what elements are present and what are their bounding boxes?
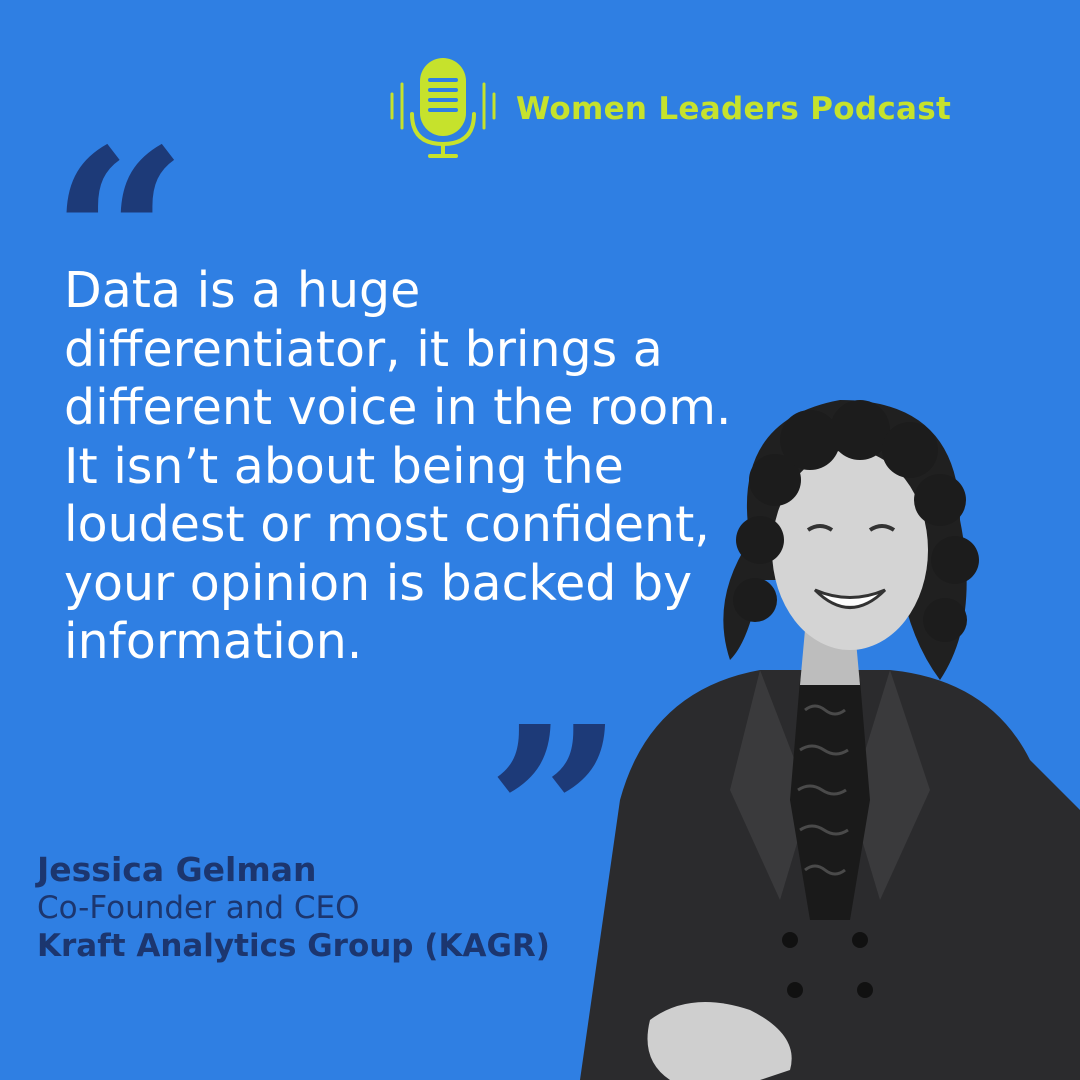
speaker-photo <box>580 400 1080 1080</box>
podcast-brand: Women Leaders Podcast <box>388 54 951 164</box>
close-quote-mark: ” <box>486 674 624 956</box>
quote-text: Data is a huge differentiator, it brings… <box>64 262 732 670</box>
speaker-name: Jessica Gelman <box>37 850 317 889</box>
podcast-name: Women Leaders Podcast <box>516 91 952 127</box>
speaker-organization: Kraft Analytics Group (KAGR) <box>37 928 550 964</box>
speaker-info: Jessica Gelman Co-Founder and CEO Kraft … <box>37 850 550 966</box>
speaker-title: Co-Founder and CEO <box>37 890 360 926</box>
microphone-icon <box>390 58 496 158</box>
open-quote-mark: “ <box>50 97 188 379</box>
